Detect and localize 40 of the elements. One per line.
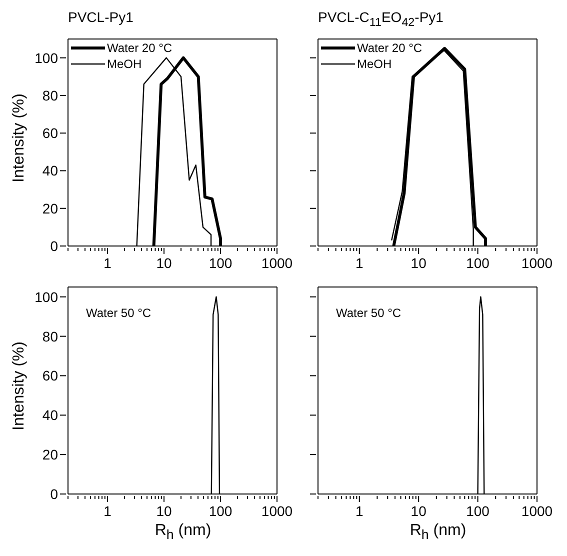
x-tick-label: 1 <box>355 503 364 519</box>
chart-title: PVCL-C$_{11}$EO$_{42}$-Py1 <box>317 8 444 30</box>
y-tick-label: 100 <box>34 50 58 66</box>
x-axis-title: R$_{h}$ (nm) <box>154 522 212 544</box>
x-tick-label: 10 <box>156 255 172 271</box>
y-tick-label: 0 <box>50 486 58 502</box>
y-tick-label: 60 <box>42 368 58 384</box>
legend-label: MeOH <box>357 57 392 71</box>
y-tick-label: 20 <box>42 200 58 216</box>
x-tick-label: 1000 <box>521 255 553 271</box>
y-tick-label: 40 <box>42 162 58 179</box>
legend-label: Water 20 °C <box>107 41 172 55</box>
y-tick-label: 100 <box>34 288 58 305</box>
x-tick-label: 1000 <box>261 255 293 271</box>
annotation: Water 50 °C <box>336 306 402 320</box>
legend-label: MeOH <box>107 57 142 71</box>
y-tick-label: 80 <box>42 328 58 344</box>
x-tick-label: 100 <box>466 255 490 271</box>
y-tick-label: 0 <box>50 238 58 254</box>
x-tick-label: 1 <box>104 255 112 271</box>
x-tick-label: 100 <box>208 255 232 271</box>
x-axis-title: R$_{h}$ (nm) <box>408 522 468 544</box>
y-axis-title: Intensity (%) <box>10 94 28 182</box>
x-tick-label: 1000 <box>261 503 293 519</box>
y-tick-label: 40 <box>42 407 58 424</box>
x-tick-label: 1 <box>104 503 112 519</box>
y-axis-title: Intensity (%) <box>10 342 28 430</box>
x-tick-label: 10 <box>410 255 427 271</box>
annotation: Water 50 °C <box>86 306 152 320</box>
chart-title: PVCL-Py1 <box>67 8 134 27</box>
legend-label: Water 20 °C <box>357 41 422 55</box>
x-tick-label: 100 <box>208 503 232 519</box>
x-tick-label: 100 <box>466 503 490 519</box>
x-tick-label: 10 <box>410 503 427 519</box>
x-tick-label: 10 <box>156 503 172 519</box>
y-tick-label: 80 <box>42 87 58 104</box>
x-tick-label: 1 <box>355 255 364 271</box>
y-tick-label: 60 <box>42 125 58 142</box>
x-tick-label: 1000 <box>521 503 553 519</box>
y-tick-label: 20 <box>42 446 58 463</box>
